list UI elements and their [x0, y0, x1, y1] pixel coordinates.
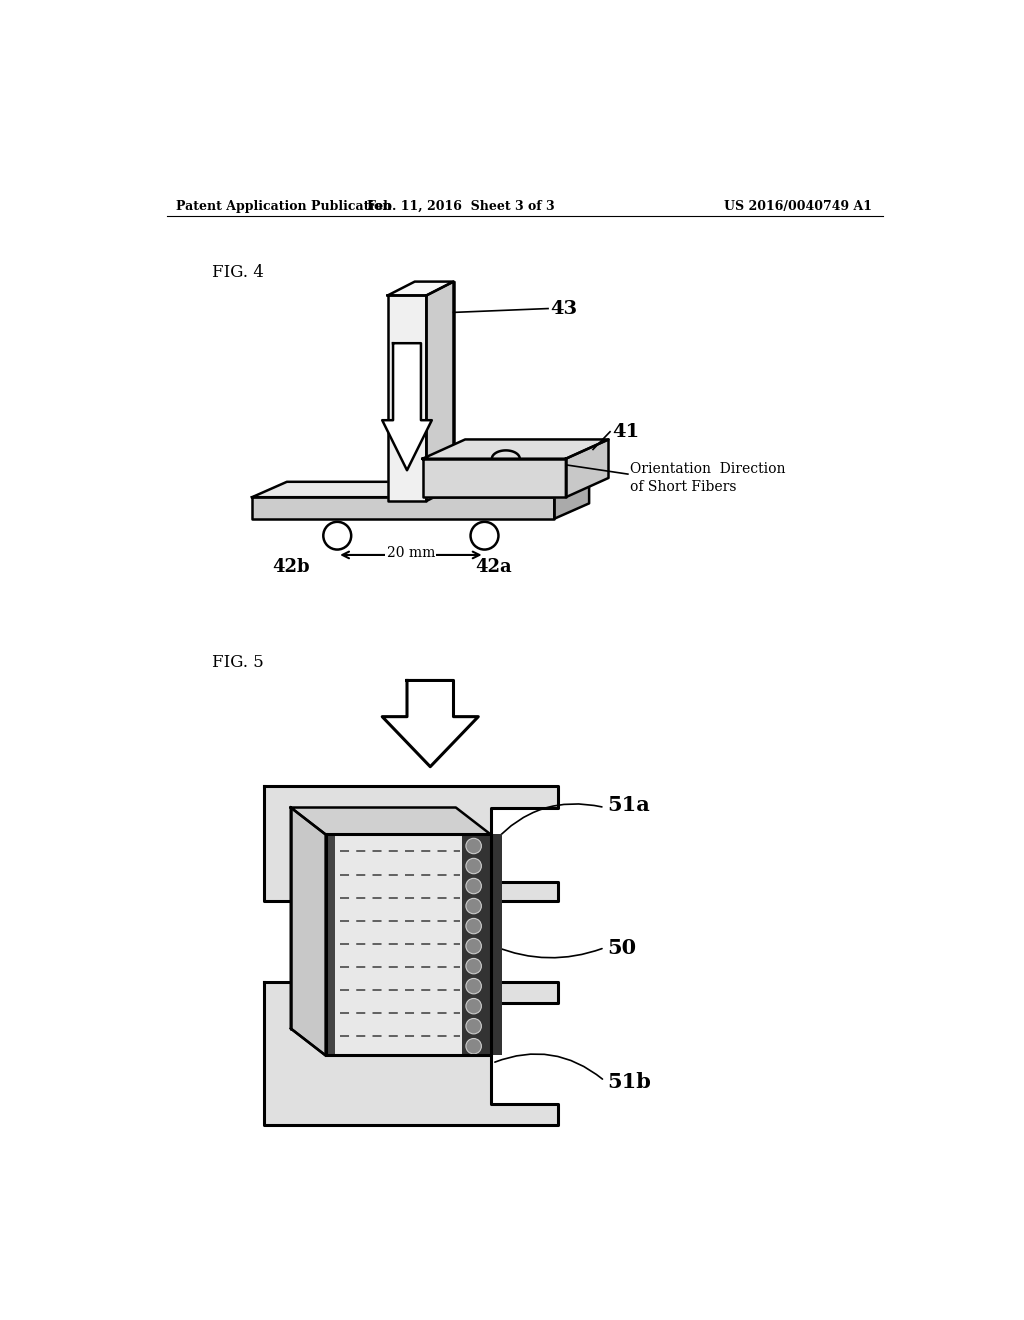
Polygon shape: [426, 281, 454, 502]
Text: 51b: 51b: [607, 1072, 651, 1093]
Circle shape: [324, 521, 351, 549]
Bar: [462, 834, 503, 1056]
Text: FIG. 4: FIG. 4: [212, 264, 263, 281]
Circle shape: [466, 878, 481, 894]
Text: Orientation  Direction
of Short Fibers: Orientation Direction of Short Fibers: [630, 462, 785, 494]
Text: 41: 41: [612, 422, 640, 441]
Circle shape: [466, 939, 481, 954]
Text: FIG. 5: FIG. 5: [212, 655, 263, 672]
Polygon shape: [382, 343, 432, 470]
Text: Patent Application Publication: Patent Application Publication: [176, 199, 391, 213]
Bar: [326, 834, 335, 1056]
Polygon shape: [388, 281, 454, 296]
Polygon shape: [388, 296, 426, 502]
Polygon shape: [291, 808, 490, 834]
Circle shape: [466, 1039, 481, 1053]
Text: 42b: 42b: [272, 557, 309, 576]
Text: US 2016/0040749 A1: US 2016/0040749 A1: [724, 199, 872, 213]
Polygon shape: [382, 681, 478, 767]
Circle shape: [466, 899, 481, 913]
Text: 42a: 42a: [475, 557, 512, 576]
Text: 51a: 51a: [607, 795, 649, 816]
Circle shape: [466, 838, 481, 854]
Polygon shape: [263, 785, 558, 902]
Polygon shape: [423, 440, 608, 459]
Circle shape: [466, 958, 481, 974]
Polygon shape: [263, 982, 558, 1125]
Text: Feb. 11, 2016  Sheet 3 of 3: Feb. 11, 2016 Sheet 3 of 3: [368, 199, 555, 213]
Polygon shape: [566, 440, 608, 498]
Text: 50: 50: [607, 937, 636, 957]
Text: 43: 43: [550, 300, 578, 318]
Text: 20 mm: 20 mm: [387, 546, 435, 561]
Polygon shape: [423, 459, 566, 498]
Polygon shape: [252, 498, 554, 519]
Polygon shape: [326, 834, 490, 1056]
Circle shape: [466, 978, 481, 994]
Circle shape: [466, 998, 481, 1014]
Circle shape: [466, 919, 481, 933]
Circle shape: [466, 1019, 481, 1034]
Polygon shape: [291, 808, 326, 1056]
Circle shape: [466, 858, 481, 874]
Polygon shape: [554, 482, 589, 519]
Circle shape: [471, 521, 499, 549]
Polygon shape: [252, 482, 589, 498]
